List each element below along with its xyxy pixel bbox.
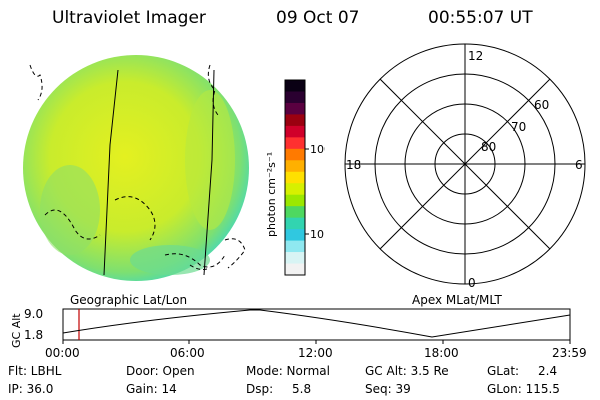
meridian-line [103,69,119,276]
coastline-outline [29,64,246,270]
colorbar-segment [285,125,305,138]
colorbar-unit-label: photon cm⁻²s⁻¹ [265,152,278,237]
time-tick: 23:59 [552,346,587,360]
gc-alt-value: GC Alt: 3.5 Re [365,364,449,378]
dsp-value: 5.8 [292,382,312,396]
ip-value: IP: 36.0 [8,382,54,396]
altitude-tick: 1.8 [24,328,43,342]
app-title: Ultraviolet Imager [52,8,206,28]
colorbar-segment [285,229,305,242]
colorbar-segment [285,102,305,115]
mlt-label-18: 18 [346,158,361,172]
colorbar-segment [285,217,305,230]
altitude-panel: GC Alt 9.0 1.8 00:00 06:00 12:00 18:00 2… [10,307,587,360]
colorbar-segment [285,160,305,173]
polar-plot: 12 12 18 6 0 80 70 60 [344,43,586,290]
lat-label-60: 60 [534,98,549,112]
filter-value: Flt: LBHL [8,364,62,378]
colorbar-segment [285,171,305,184]
colorbar-segment [285,148,305,161]
altitude-tick: 9.0 [24,307,43,321]
colorbar-segment [285,252,305,265]
colorbar-segment [285,137,305,150]
colorbar-segment [285,240,305,253]
geographic-coords-label: Geographic Lat/Lon [70,293,188,307]
time-tick: 12:00 [298,346,333,360]
mlt-label-6: 6 [575,158,583,172]
altitude-axis-label: GC Alt [10,313,23,348]
lat-label-70: 70 [511,120,526,134]
glat-value: 2.4 [538,364,558,378]
gain-value: Gain: 14 [126,382,177,396]
colorbar-segment [285,80,305,92]
glat-label: GLat: [487,364,520,378]
color-bar: 100 10 photon cm⁻²s⁻¹ [265,79,325,276]
lat-label-80: 80 [481,140,496,154]
colorbar-segment [285,91,305,104]
glon-value: GLon: 115.5 [487,382,560,396]
mlt-label-0: 0 [468,276,476,290]
mlt-label-12: 12 [468,49,483,63]
mode-value: Mode: Normal [246,364,330,378]
colorbar-segment [285,114,305,127]
seq-value: Seq: 39 [365,382,411,396]
time-tick: 18:00 [424,346,459,360]
svg-text:12: 12 [468,49,483,63]
time-tick: 00:00 [45,346,80,360]
colorbar-segment [285,183,305,196]
apex-coords-label: Apex MLat/MLT [412,293,502,307]
colorbar-segment [285,263,305,276]
colorbar-segment [285,194,305,207]
time-tick: 06:00 [170,346,205,360]
time-label: 00:55:07 UT [428,8,533,28]
colorbar-segment [285,206,305,219]
altitude-curve [62,309,571,338]
colorbar-tick: 10 [310,228,324,241]
earth-image [23,55,249,281]
colorbar-tick: 100 [310,143,325,156]
door-value: Door: Open [126,364,195,378]
dsp-label: Dsp: [246,382,274,396]
date-label: 09 Oct 07 [276,8,360,28]
